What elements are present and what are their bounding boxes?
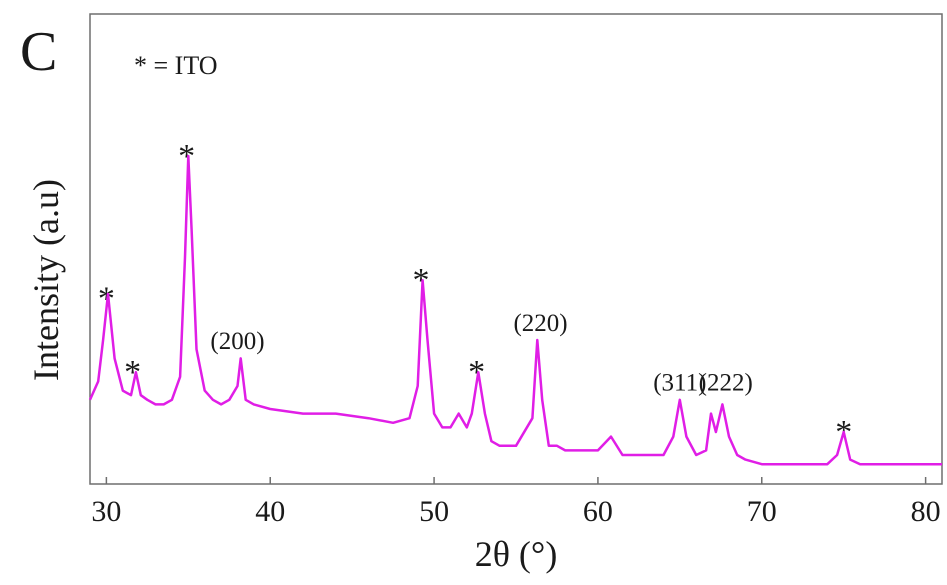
peak-labels: ***(200)**(220)(311)(222)*	[98, 138, 852, 451]
x-tick-label: 50	[419, 495, 449, 528]
x-tick-label: 40	[255, 495, 285, 528]
x-tick-label: 80	[911, 495, 941, 528]
hkl-peak-label: (311)	[653, 370, 706, 397]
panel-label: C	[20, 21, 57, 83]
hkl-peak-label: (200)	[210, 328, 264, 355]
ito-peak-marker: *	[178, 138, 195, 175]
xrd-pattern-line	[88, 154, 942, 466]
x-tick-label: 70	[747, 495, 777, 528]
legend-text: * = ITO	[134, 51, 218, 80]
hkl-peak-label: (220)	[513, 310, 567, 337]
x-tick-label: 30	[91, 495, 121, 528]
x-tick-label: 60	[583, 495, 613, 528]
x-axis-label: 2θ (°)	[475, 534, 558, 574]
ito-peak-marker: *	[412, 262, 429, 299]
x-tick-labels: 30 40 50 60 70 80	[91, 477, 941, 528]
series-group	[88, 154, 942, 466]
y-axis-label: Intensity (a.u)	[26, 179, 66, 381]
plot-frame	[89, 13, 943, 485]
hkl-peak-label: (222)	[699, 370, 753, 397]
